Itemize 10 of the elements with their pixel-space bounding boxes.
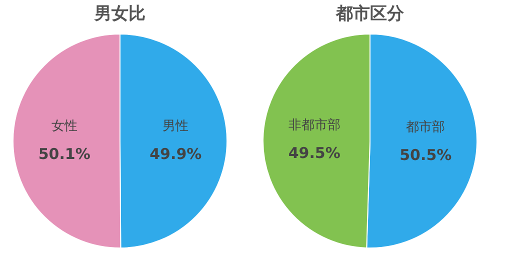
- data-label: 50.1%: [38, 145, 90, 164]
- slice-label: 男性: [162, 118, 189, 134]
- chart-title: 都市区分: [335, 4, 405, 24]
- slice-label: 都市部: [406, 120, 446, 135]
- slice-label: 非都市部: [288, 118, 340, 134]
- data-label: 50.5%: [400, 146, 452, 164]
- data-label: 49.9%: [150, 144, 202, 163]
- chart-title: 男女比: [94, 4, 146, 24]
- data-label: 49.5%: [288, 144, 340, 162]
- slice-label: 女性: [51, 119, 78, 134]
